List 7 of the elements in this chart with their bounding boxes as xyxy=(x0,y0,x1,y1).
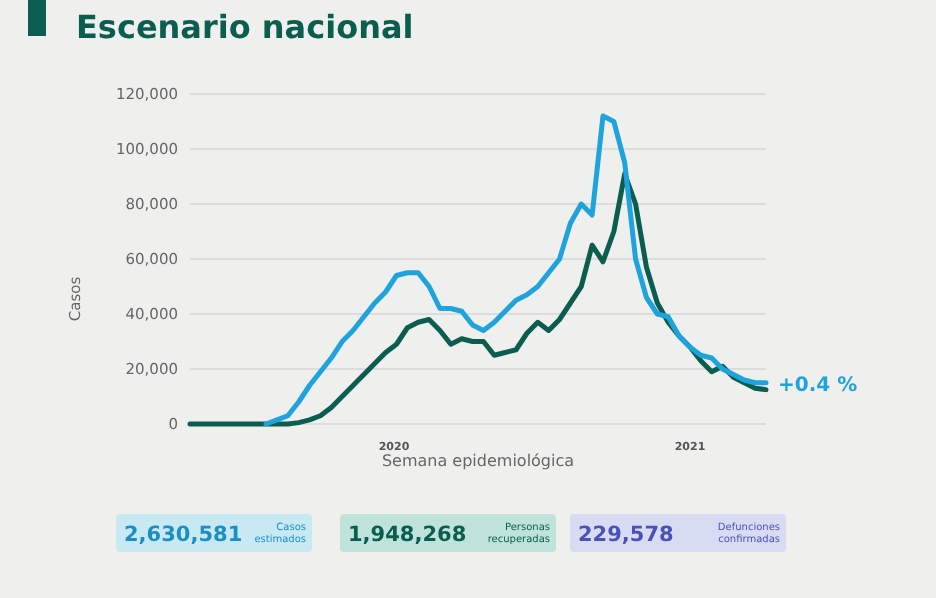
text: 1,948,268 xyxy=(348,523,467,547)
text: 229,578 xyxy=(578,523,674,547)
text: 2,630,581 xyxy=(124,523,243,547)
chart-title: Escenario nacional xyxy=(76,8,414,46)
text: +0.4 % xyxy=(778,374,858,397)
line-series xyxy=(263,113,769,427)
x-axis-title: Semana epidemiológica xyxy=(381,452,575,470)
